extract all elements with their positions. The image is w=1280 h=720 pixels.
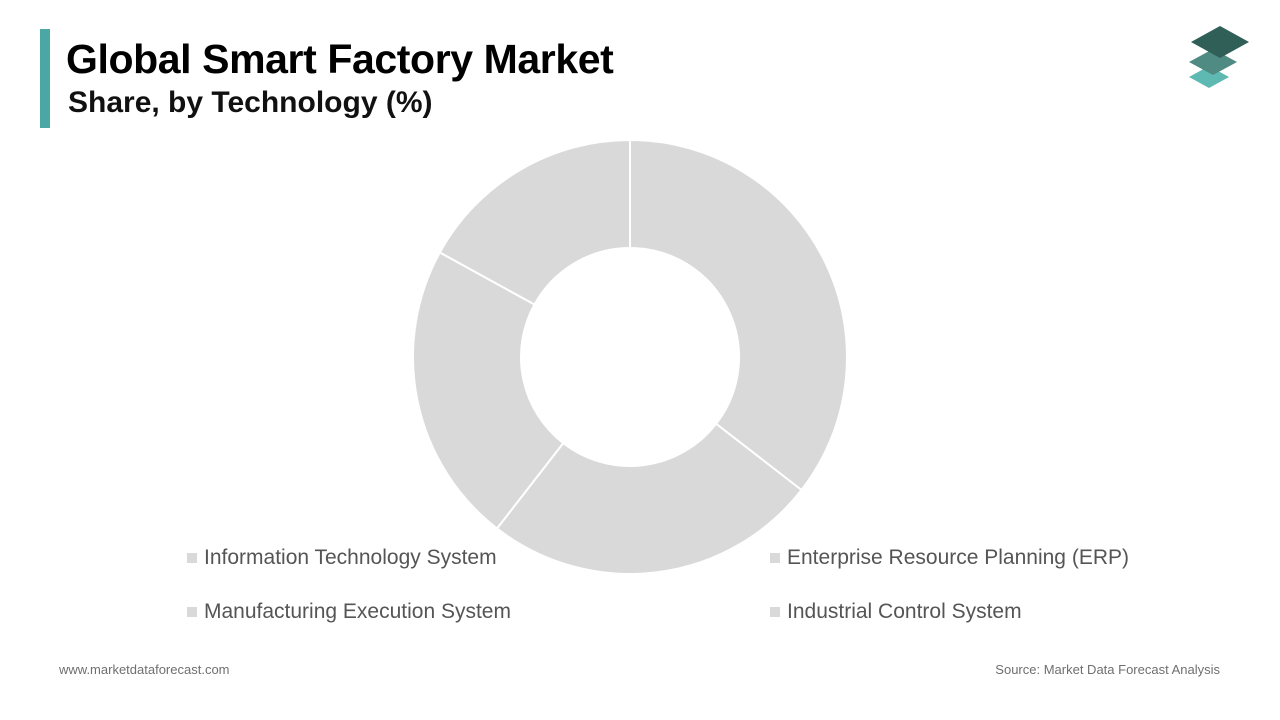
legend-label: Industrial Control System (787, 600, 1022, 623)
title-accent-bar (40, 29, 50, 128)
donut-slice-manufacturing-execution-system (412, 251, 565, 530)
legend-item-industrial-control-system: Industrial Control System (770, 600, 1022, 624)
legend-item-erp: Enterprise Resource Planning (ERP) (770, 546, 1129, 570)
legend-swatch (187, 607, 197, 617)
legend-swatch (187, 553, 197, 563)
legend-swatch (770, 553, 780, 563)
donut-slice-information-technology-system (438, 138, 631, 306)
logo-layer-middle (1189, 49, 1237, 75)
legend-item-information-technology-system: Information Technology System (187, 546, 497, 570)
legend-item-manufacturing-execution-system: Manufacturing Execution System (187, 600, 511, 624)
logo-layer-top (1191, 26, 1249, 58)
stacked-layers-icon (1189, 26, 1249, 88)
donut-slice-industrial-control-system (495, 422, 803, 575)
legend-label: Information Technology System (204, 546, 497, 569)
page-title: Global Smart Factory Market (66, 36, 614, 82)
footer-website: www.marketdataforecast.com (59, 662, 230, 677)
donut-slice-enterprise-resource-planning-erp (629, 138, 848, 492)
page-subtitle: Share, by Technology (%) (68, 86, 433, 119)
legend-label: Manufacturing Execution System (204, 600, 511, 623)
footer-source: Source: Market Data Forecast Analysis (995, 662, 1220, 677)
legend-swatch (770, 607, 780, 617)
legend-label: Enterprise Resource Planning (ERP) (787, 546, 1129, 569)
